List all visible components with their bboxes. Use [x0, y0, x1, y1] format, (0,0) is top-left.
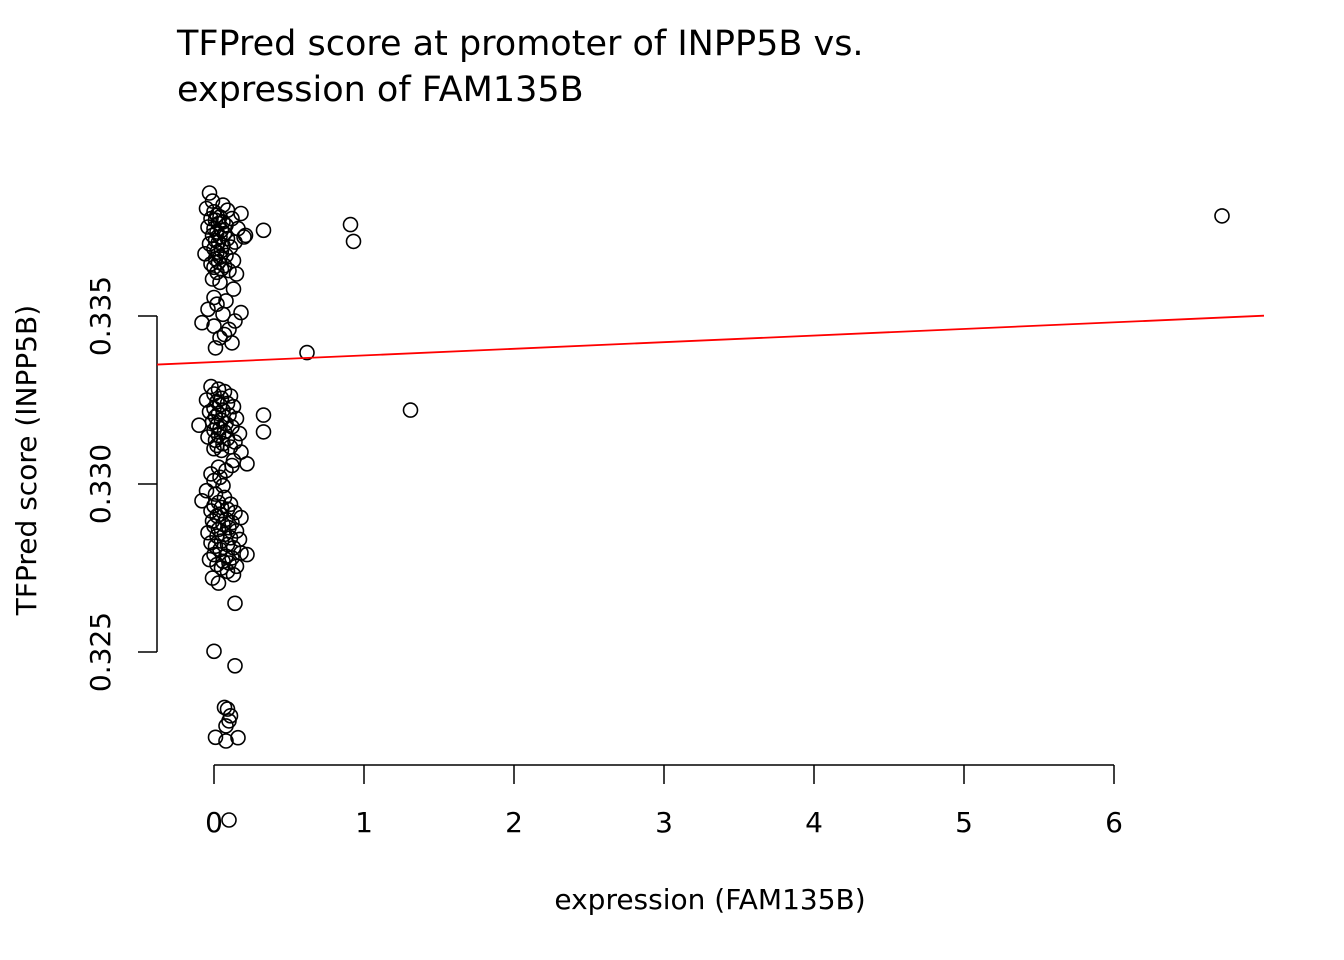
data-point	[212, 274, 228, 291]
data-point	[207, 729, 224, 746]
data-point	[222, 529, 239, 546]
data-point	[221, 812, 237, 828]
data-point	[207, 340, 224, 356]
data-point	[233, 509, 249, 526]
y-axis-label: TFPred score (INPP5B)	[10, 305, 43, 616]
data-point	[209, 393, 225, 410]
x-tick-label: 2	[505, 806, 523, 839]
data-point	[345, 233, 362, 250]
trend-line-layer	[156, 314, 1265, 366]
data-point	[203, 466, 219, 482]
data-point	[225, 452, 242, 469]
data-point	[198, 482, 215, 499]
data-point	[255, 424, 272, 440]
data-point	[255, 407, 272, 423]
data-point	[219, 202, 236, 218]
data-point	[221, 262, 237, 279]
data-point	[222, 388, 239, 404]
data-point	[213, 442, 230, 459]
data-point	[239, 546, 255, 563]
y-axis: 0.325 0.330 0.335	[84, 276, 158, 692]
data-point	[225, 281, 242, 297]
data-point	[228, 266, 245, 282]
data-point	[200, 524, 216, 541]
data-point	[230, 729, 246, 746]
data-point	[342, 216, 359, 233]
data-point	[204, 570, 221, 586]
x-tick-label: 4	[805, 806, 823, 839]
data-point	[204, 271, 221, 287]
x-tick-label: 0	[205, 806, 223, 839]
data-point	[215, 197, 231, 213]
data-point	[1214, 208, 1230, 224]
data-point	[206, 440, 222, 457]
data-point	[218, 733, 234, 749]
data-point	[236, 229, 252, 245]
x-tick-label: 5	[955, 806, 973, 839]
chart-title-line-1: TFPred score at promoter of INPP5B vs.	[176, 24, 864, 64]
data-point	[201, 185, 218, 201]
data-point	[207, 538, 224, 555]
data-point	[215, 306, 231, 323]
data-point	[207, 486, 224, 502]
data-point	[203, 378, 219, 395]
data-point	[233, 545, 249, 561]
data-point	[218, 293, 234, 309]
data-point	[194, 314, 210, 331]
y-tick-label: 0.330	[84, 444, 117, 524]
data-point	[191, 417, 207, 434]
data-point	[239, 455, 255, 472]
data-point	[227, 313, 243, 329]
y-tick-label: 0.335	[84, 276, 117, 356]
data-point	[228, 558, 245, 575]
data-point	[216, 699, 233, 716]
y-tick-label: 0.325	[84, 612, 117, 692]
data-point	[402, 402, 419, 418]
data-point	[227, 657, 243, 674]
data-point	[237, 227, 254, 244]
x-tick-label: 6	[1105, 806, 1123, 839]
x-tick-label: 1	[355, 806, 373, 839]
x-axis-label: expression (FAM135B)	[554, 883, 865, 916]
data-point	[299, 344, 315, 361]
data-point	[225, 566, 242, 583]
data-point	[210, 405, 227, 422]
data-point	[215, 435, 231, 452]
data-point	[233, 304, 249, 321]
data-point	[206, 220, 222, 237]
chart-title-line-2: expression of FAM135B	[177, 70, 584, 110]
data-point	[225, 398, 242, 415]
x-axis: 0 1 2 3 4 5 6	[205, 764, 1123, 839]
x-tick-label: 3	[655, 806, 673, 839]
data-point	[228, 410, 245, 427]
data-point	[218, 718, 234, 734]
data-point	[255, 222, 272, 239]
data-point	[206, 643, 222, 660]
data-points	[191, 185, 1230, 828]
data-point	[200, 301, 216, 318]
data-point	[224, 335, 240, 351]
data-point	[210, 575, 227, 591]
data-point	[227, 595, 243, 612]
data-point	[219, 701, 236, 717]
data-point	[206, 241, 222, 257]
regression-line	[156, 314, 1265, 366]
